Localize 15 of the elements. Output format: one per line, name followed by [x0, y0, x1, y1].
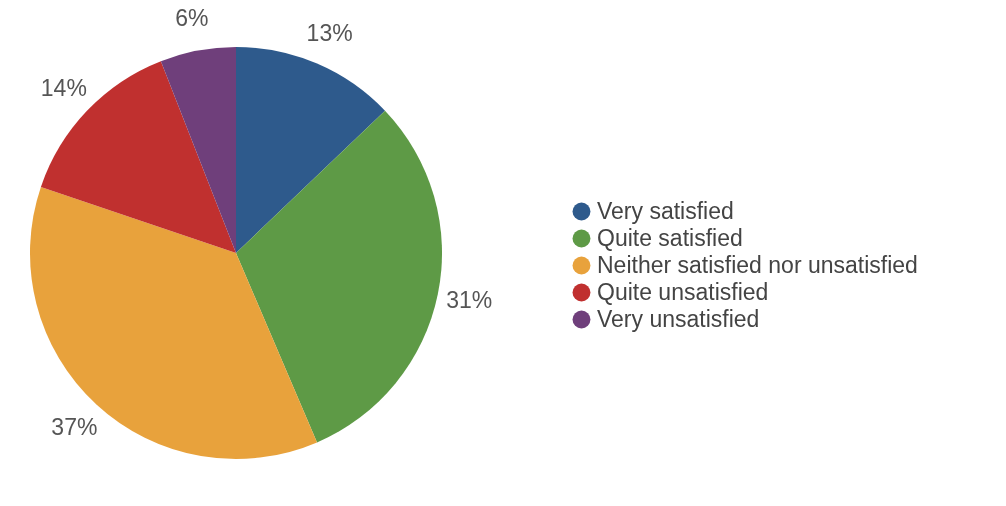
legend-label: Quite satisfied	[597, 224, 743, 251]
pie-slice	[236, 110, 442, 443]
pie-slice	[236, 47, 386, 253]
legend-label: Quite unsatisfied	[597, 278, 769, 305]
data-label: 13%	[306, 20, 353, 47]
legend-label: Very satisfied	[597, 197, 734, 224]
legend-label: Very unsatisfied	[597, 305, 760, 332]
data-label: 31%	[446, 286, 493, 313]
pie-slice	[40, 61, 236, 253]
data-label: 14%	[40, 74, 87, 101]
data-label: 6%	[175, 5, 209, 32]
legend-label: Neither satisfied nor unsatisfied	[597, 251, 918, 278]
pie-slice	[160, 47, 236, 253]
data-label: 37%	[51, 413, 98, 440]
pie-slice	[30, 186, 318, 459]
